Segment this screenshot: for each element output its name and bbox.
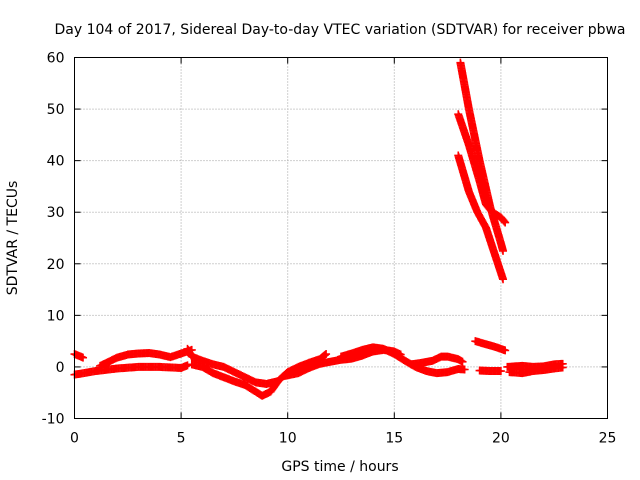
data-point (496, 367, 505, 376)
series-arc-d (183, 344, 282, 388)
y-tick-label: 10 (47, 308, 65, 324)
y-tick-label: 40 (47, 154, 65, 170)
x-tick-label: 20 (492, 431, 510, 447)
x-tick-label: 0 (70, 431, 79, 447)
series-arc-l (471, 337, 510, 355)
y-tick-label: -10 (42, 412, 65, 428)
x-axis-label: GPS time / hours (281, 459, 398, 475)
series-arc-c (96, 345, 196, 370)
plot-frame (74, 57, 608, 419)
series-arc-j (454, 110, 510, 227)
data-point (79, 353, 88, 362)
data-point (500, 217, 509, 226)
series-arc-h (407, 352, 467, 369)
y-tick-label: 20 (47, 257, 65, 273)
y-tick-label: 50 (47, 102, 65, 118)
y-tick-label: 30 (47, 205, 65, 221)
data-point (499, 246, 508, 255)
series-arc-m (475, 366, 505, 376)
data-point (458, 357, 467, 366)
data-point (501, 218, 510, 227)
series-arc-k (454, 151, 508, 284)
x-tick-label: 10 (279, 431, 297, 447)
data-point (499, 275, 508, 284)
data-point (501, 346, 510, 355)
y-tick-label: 60 (47, 51, 65, 67)
series-arc-b (70, 361, 192, 379)
data-points (70, 58, 567, 400)
x-tick-label: 25 (599, 431, 617, 447)
data-point (321, 350, 330, 359)
tick-labels: 0 5 10 15 20 25 -10 0 10 20 30 40 50 60 (42, 51, 617, 447)
axis-ticks (74, 57, 608, 419)
y-axis-label: SDTVAR / TECUs (5, 181, 21, 296)
series-arc-o (503, 359, 567, 371)
series-arc-f (279, 345, 405, 381)
x-tick-label: 15 (385, 431, 403, 447)
chart-title: Day 104 of 2017, Sidereal Day-to-day VTE… (54, 22, 625, 38)
series-arc-a (70, 350, 88, 362)
data-point (460, 365, 469, 374)
y-tick-label: 0 (56, 360, 65, 376)
data-point (322, 350, 331, 359)
x-tick-label: 5 (177, 431, 186, 447)
data-point (558, 359, 567, 368)
series-arc-e (187, 350, 331, 400)
